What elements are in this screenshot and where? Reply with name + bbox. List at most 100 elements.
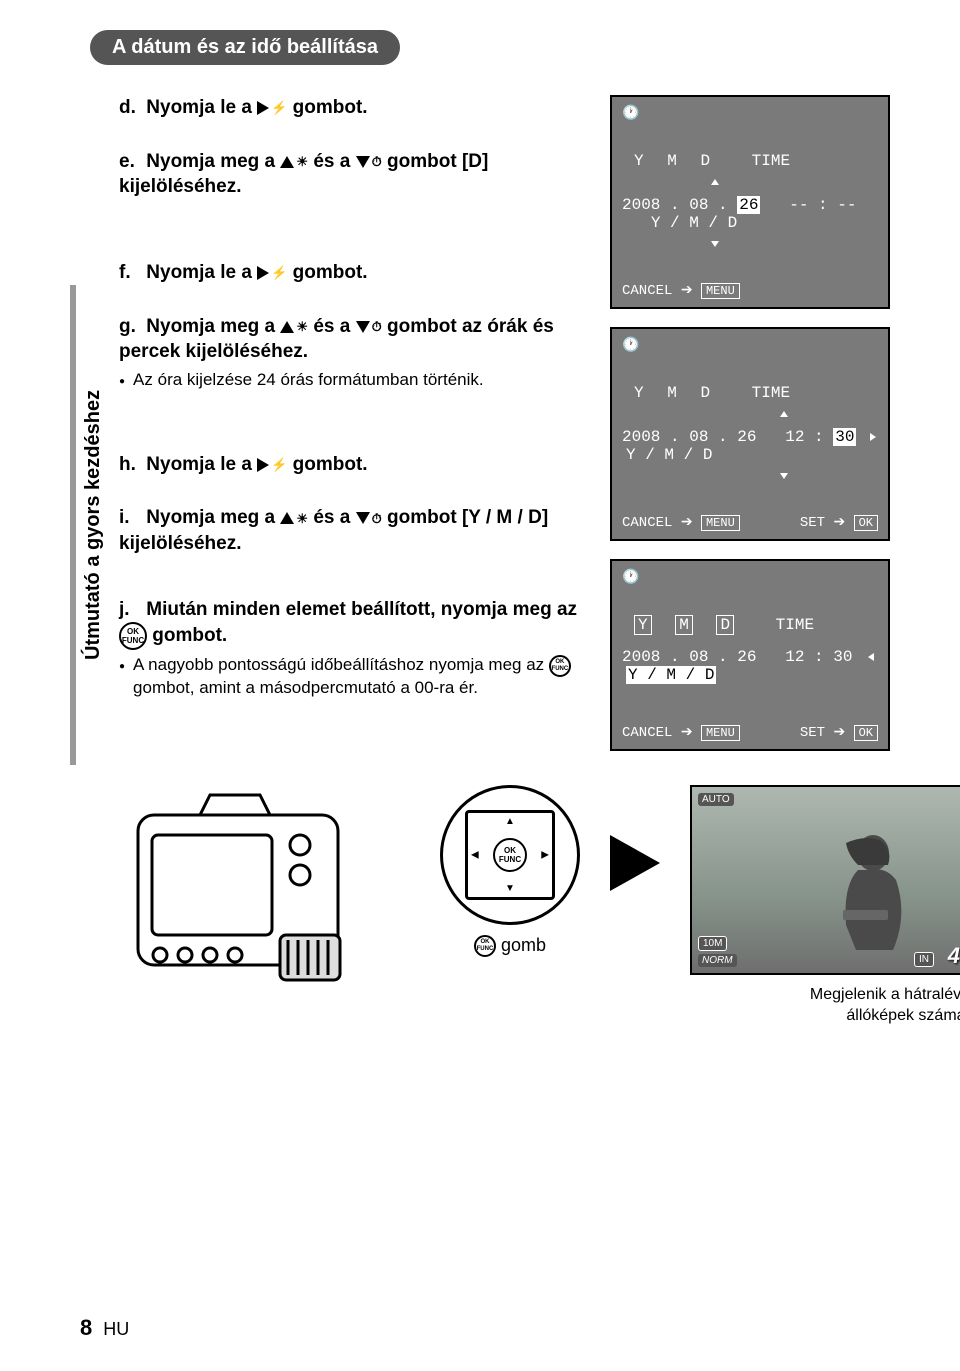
step-tail: gombot. (293, 97, 368, 118)
col-d: D (700, 152, 710, 170)
time-value: 12 : 30 (785, 648, 852, 666)
page-number: 8 HU (80, 1315, 129, 1341)
step-tail: gombot. (293, 262, 368, 283)
section-title: A dátum és az idő beállítása (90, 30, 400, 65)
col-m: M (675, 615, 693, 635)
big-arrow-icon (610, 835, 660, 891)
mp-badge: 10M (698, 936, 727, 951)
lcd-headers: Y M D TIME (634, 384, 878, 402)
ok-label: OK (480, 939, 489, 946)
step-text: Nyomja meg a (146, 151, 280, 172)
right-column: 🕐 Y M D TIME 2008 . 08 . 26 -- : -- Y / … (610, 95, 900, 765)
lcd-data-row: 2008 . 08 . 26 12 : 30 Y / M / D (622, 428, 878, 464)
step-bullet: Az óra kijelzése 24 órás formátumban tör… (119, 369, 590, 392)
right-arrow-icon (870, 433, 876, 441)
ok-func-button[interactable]: OK FUNC (493, 838, 527, 872)
steps-list: d. Nyomja le a ⚡ gombot. e. Nyomja meg a… (119, 95, 590, 765)
in-badge: IN (914, 952, 934, 967)
step-letter: e. (119, 149, 141, 175)
menu-button-label: MENU (701, 515, 740, 531)
step-text: Nyomja le a (146, 97, 257, 118)
month-value: 08 (689, 648, 708, 666)
step-d: d. Nyomja le a ⚡ gombot. (119, 95, 590, 121)
page-lang: HU (103, 1319, 129, 1339)
func-label: FUNC (499, 855, 521, 864)
lcd-footer: CANCEL ➔ MENU SET ➔ OK (622, 724, 878, 741)
set-label: SET (800, 725, 825, 741)
step-g: g. Nyomja meg a ☀ és a ⏱ gombot az órák … (119, 314, 590, 392)
step-letter: h. (119, 452, 141, 478)
step-letter: d. (119, 95, 141, 121)
down-timer-icon: ⏱ (356, 318, 382, 336)
step-mid: és a (313, 316, 355, 337)
cancel-label: CANCEL (622, 725, 672, 741)
step-f: f. Nyomja le a ⚡ gombot. (119, 260, 590, 286)
step-bullet: A nagyobb pontosságú időbeállításhoz nyo… (119, 654, 590, 700)
menu-button-label: MENU (701, 283, 740, 299)
dpad-down-icon[interactable]: ▼ (505, 883, 515, 894)
ok-func-icon: OK FUNC (549, 655, 571, 677)
down-timer-icon: ⏱ (356, 510, 382, 528)
bullet-part2: gombot, amint a másodpercmutató a 00-ra … (133, 678, 478, 697)
control-circle: OK FUNC ▲ ▼ ◀ ▶ (440, 785, 580, 925)
page-num-value: 8 (80, 1315, 92, 1340)
bullet-text: A nagyobb pontosságú időbeállításhoz nyo… (133, 654, 590, 700)
lcd-footer: CANCEL ➔ MENU SET ➔ OK (622, 514, 878, 531)
step-text: Nyomja meg a (146, 507, 280, 528)
left-column: Útmutató a gyors kezdéshez d. Nyomja le … (70, 95, 590, 765)
step-text: Nyomja meg a (146, 316, 280, 337)
right-flash-icon: ⚡ (257, 264, 287, 282)
func-label: FUNC (477, 946, 494, 953)
step-text: Nyomja le a (146, 454, 257, 475)
col-m: M (667, 384, 677, 402)
format-value: Y / M / D (651, 214, 737, 232)
ok-label: OK (127, 627, 139, 636)
camera-illustration-row: OK FUNC ▲ ▼ ◀ ▶ OK FUNC gomb (130, 785, 900, 1027)
month-value: 08 (689, 428, 708, 446)
remaining-count: 4 (948, 943, 960, 969)
dpad-right-icon[interactable]: ▶ (541, 850, 549, 861)
camera-svg (130, 785, 410, 985)
down-timer-icon: ⏱ (356, 153, 382, 171)
caption-line1: Megjelenik a hátralévő (810, 986, 960, 1003)
step-mid: és a (313, 507, 355, 528)
col-d: D (716, 615, 734, 635)
up-arrow-icon (711, 179, 719, 185)
step-tail: gombot. (152, 625, 227, 646)
step-letter: f. (119, 260, 141, 286)
month-value: 08 (689, 196, 708, 214)
manual-page: A dátum és az idő beállítása Útmutató a … (0, 0, 960, 1371)
right-flash-icon: ⚡ (257, 456, 287, 474)
side-label: Útmutató a gyors kezdéshez (70, 285, 105, 765)
step-tail: gombot. (293, 454, 368, 475)
auto-badge: AUTO (698, 793, 734, 806)
lcd-footer: CANCEL ➔ MENU (622, 282, 878, 299)
photo-preview-block: AUTO 10M NORM IN 4 Megjelenik a hátralév… (690, 785, 960, 1027)
col-time: TIME (752, 384, 790, 402)
step-mid: és a (313, 151, 355, 172)
col-y: Y (634, 384, 644, 402)
dpad-left-icon[interactable]: ◀ (471, 850, 479, 861)
lcd-headers: Y M D TIME (634, 616, 878, 634)
ok-label: OK (504, 846, 516, 855)
down-arrow-icon (711, 241, 719, 247)
step-e: e. Nyomja meg a ☀ és a ⏱ gombot [D] kije… (119, 149, 590, 200)
content-columns: Útmutató a gyors kezdéshez d. Nyomja le … (70, 95, 900, 765)
day-value: 26 (737, 648, 756, 666)
step-text: Nyomja le a (146, 262, 257, 283)
caption-line2: állóképek száma. (846, 1007, 960, 1024)
up-arrow-icon (780, 411, 788, 417)
set-label: SET (800, 515, 825, 531)
right-flash-icon: ⚡ (257, 99, 287, 117)
photo-preview: AUTO 10M NORM IN 4 (690, 785, 960, 975)
step-j: j. Miután minden elemet beállított, nyom… (119, 597, 590, 701)
dpad: OK FUNC ▲ ▼ ◀ ▶ (465, 810, 555, 900)
step-i: i. Nyomja meg a ☀ és a ⏱ gombot [Y / M /… (119, 505, 590, 556)
format-value: Y / M / D (626, 446, 712, 464)
dpad-up-icon[interactable]: ▲ (505, 816, 515, 827)
photo-subject (808, 825, 928, 955)
down-arrow-icon (780, 473, 788, 479)
ok-func-icon: OK FUNC (119, 622, 147, 650)
minute-value: 30 (833, 428, 856, 446)
cancel-label: CANCEL (622, 515, 672, 531)
